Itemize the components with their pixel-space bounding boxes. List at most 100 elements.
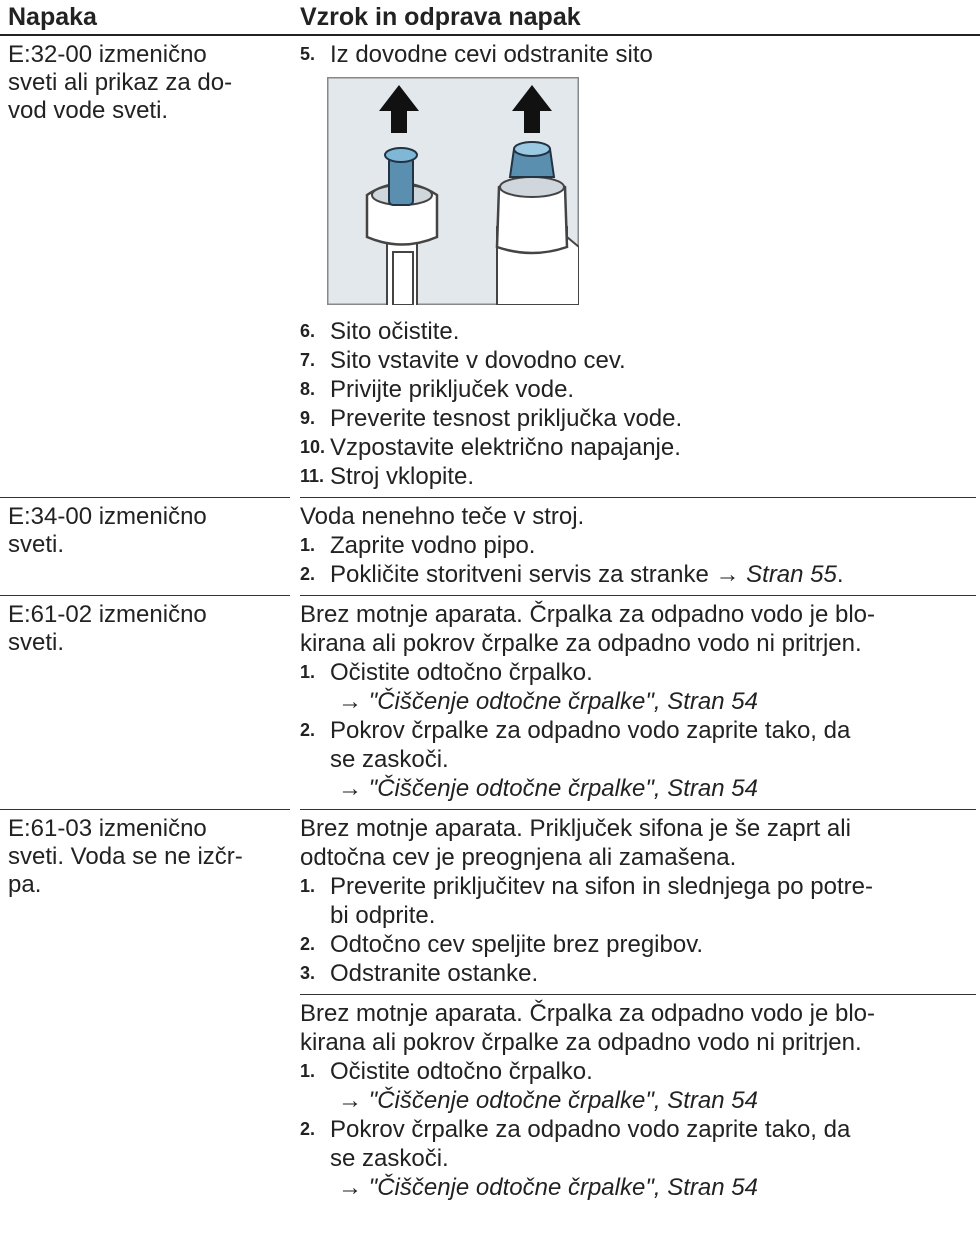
step-body: Očistite odtočno črpalko. → "Čiščenje odt…: [330, 1057, 758, 1115]
fault-line: sveti. Voda se ne izčr-: [8, 843, 243, 870]
step-line: Pokrov črpalke za odpadno vodo zaprite t…: [330, 1116, 851, 1143]
step-number: 1.: [300, 535, 316, 555]
cause-cell: Brez motnje aparata. Črpalka za odpadno …: [300, 596, 976, 810]
table-row: E:34-00 izmenično sveti. Voda nenehno teče…: [0, 498, 980, 596]
step-number: 6.: [300, 321, 316, 341]
fault-line: E:34-00 izmenično: [8, 503, 207, 530]
step-line: Iz dovodne cevi odstranite sito: [330, 41, 653, 68]
step: 11. Stroj vklopite.: [300, 462, 976, 491]
step-number: 10.: [300, 437, 326, 457]
step: 5. Iz dovodne cevi odstranite sito: [300, 40, 976, 69]
table-body: E:32-00 izmenično sveti ali prikaz za do-…: [0, 36, 980, 1208]
step-line: se zaskoči.: [330, 746, 449, 773]
step-end: .: [836, 561, 844, 588]
step-body: Pokrov črpalke za odpadno vodo zaprite t…: [330, 1115, 850, 1202]
step-line: Sito očistite.: [330, 318, 460, 345]
step-body: Iz dovodne cevi odstranite sito: [330, 40, 653, 69]
step: 6. Sito očistite.: [300, 317, 976, 346]
step-body: Preverite priključitev na sifon in sledn…: [330, 872, 873, 930]
step-line: Vzpostavite električno napajanje.: [330, 434, 681, 461]
step-number: 11.: [300, 466, 325, 486]
step-body: Sito vstavite v dovodno cev.: [330, 346, 626, 375]
step-line: Stroj vklopite.: [330, 463, 475, 490]
fault-line: sveti.: [8, 531, 65, 558]
cause-cell: Voda nenehno teče v stroj. 1. Zaprite vodn…: [300, 498, 976, 596]
table-row: E:61-03 izmenično sveti. Voda se ne izčr-…: [0, 810, 980, 995]
step: 8. Privijte priključek vode.: [300, 375, 976, 404]
step-line: Očistite odtočno črpalko.: [330, 659, 593, 686]
cause-cell: 5. Iz dovodne cevi odstranite sito 6. Sito…: [300, 36, 976, 498]
step: 7. Sito vstavite v dovodno cev.: [300, 346, 976, 375]
intro-line: kirana ali pokrov črpalke za odpadno vod…: [300, 630, 862, 657]
step-line: Zaprite vodno pipo.: [330, 532, 536, 559]
step-ref: Stran 55: [746, 561, 837, 588]
fault-line: E:61-02 izmenično: [8, 601, 207, 628]
step: 2. Pokličite storitveni servis za stranke…: [300, 560, 976, 589]
step: 2. Pokrov črpalke za odpadno vodo zaprite…: [300, 1115, 976, 1202]
step-body: Vzpostavite električno napajanje.: [330, 433, 681, 462]
step-body: Preverite tesnost priključka vode.: [330, 404, 682, 433]
step-ref: → "Čiščenje odtočne črpalke", Stran 54: [338, 1087, 758, 1114]
step: 1. Očistite odtočno črpalko. → "Čiščenje o…: [300, 1057, 976, 1115]
intro-line: Voda nenehno teče v stroj.: [300, 503, 585, 530]
step-body: Zaprite vodno pipo.: [330, 531, 535, 560]
step-number: 8.: [300, 379, 316, 399]
step-line: Privijte priključek vode.: [330, 376, 575, 403]
fault-line: sveti.: [8, 629, 65, 656]
fault-line: E:61-03 izmenično: [8, 815, 207, 842]
step-line: Odtočno cev speljite brez pregibov.: [330, 931, 704, 958]
step-line: Očistite odtočno črpalko.: [330, 1058, 593, 1085]
fault-cell: E:34-00 izmenično sveti.: [0, 498, 290, 596]
step-number: 1.: [300, 1061, 316, 1081]
intro-line: Brez motnje aparata. Priključek sifona j…: [300, 815, 851, 842]
step: 1. Očistite odtočno črpalko. → "Čiščenje o…: [300, 658, 976, 716]
step-body: Odtočno cev speljite brez pregibov.: [330, 930, 703, 959]
fault-line: pa.: [8, 871, 42, 898]
step-number: 3.: [300, 963, 316, 983]
intro-line: Brez motnje aparata. Črpalka za odpadno …: [300, 601, 876, 628]
header-cell: Napaka: [8, 3, 97, 31]
step-number: 2.: [300, 720, 316, 740]
step-body: Sito očistite.: [330, 317, 459, 346]
step-body: Stroj vklopite.: [330, 462, 474, 491]
step-line: Sito vstavite v dovodno cev.: [330, 347, 626, 374]
intro-line: Brez motnje aparata. Črpalka za odpadno …: [300, 1000, 876, 1027]
step-line: Pokličite storitveni servis za stranke →…: [330, 560, 844, 589]
step: 1. Preverite priključitev na sifon in sle…: [300, 872, 976, 930]
fault-cell: [0, 995, 290, 1208]
table-row: E:32-00 izmenično sveti ali prikaz za do-…: [0, 36, 980, 498]
step-body: Očistite odtočno črpalko. → "Čiščenje odt…: [330, 658, 758, 716]
intro-line: kirana ali pokrov črpalke za odpadno vod…: [300, 1029, 862, 1056]
step-number: 2.: [300, 934, 316, 954]
step-number: 2.: [300, 1119, 316, 1139]
step-number: 7.: [300, 350, 316, 370]
table-row: E:61-02 izmenično sveti. Brez motnje apara…: [0, 596, 980, 810]
figure: [327, 77, 579, 305]
step-line: se zaskoči.: [330, 1145, 449, 1172]
step-number: 2.: [300, 564, 316, 584]
cause-cell: Brez motnje aparata. Priključek sifona j…: [300, 810, 976, 995]
step-number: 1.: [300, 876, 316, 896]
step: 2. Odtočno cev speljite brez pregibov.: [300, 930, 976, 959]
fault-line: E:32-00 izmenično: [8, 41, 207, 68]
step-line: bi odprite.: [330, 902, 436, 929]
step-line: Preverite priključitev na sifon in sledn…: [330, 873, 873, 900]
header-cell: Vzrok in odprava napak: [300, 3, 581, 31]
fault-cell: E:61-02 izmenično sveti.: [0, 596, 290, 810]
step-body: Privijte priključek vode.: [330, 375, 574, 404]
step: 2. Pokrov črpalke za odpadno vodo zaprite…: [300, 716, 976, 803]
step-number: 5.: [300, 44, 316, 64]
step-body: Odstranite ostanke.: [330, 959, 538, 988]
step-line: Preverite tesnost priključka vode.: [330, 405, 683, 432]
intro-line: odtočna cev je preognjena ali zamašena.: [300, 844, 737, 871]
table-row: Brez motnje aparata. Črpalka za odpadno …: [0, 995, 980, 1208]
step-number: 1.: [300, 662, 316, 682]
fault-cell: E:32-00 izmenično sveti ali prikaz za do-…: [0, 36, 290, 498]
cause-cell: Brez motnje aparata. Črpalka za odpadno …: [300, 995, 976, 1208]
step: 10. Vzpostavite električno napajanje.: [300, 433, 976, 462]
step-number: 9.: [300, 408, 316, 428]
step-line: Pokrov črpalke za odpadno vodo zaprite t…: [330, 717, 851, 744]
table-header: Napaka Vzrok in odprava napak: [0, 0, 980, 36]
step-ref: → "Čiščenje odtočne črpalke", Stran 54: [338, 775, 758, 802]
